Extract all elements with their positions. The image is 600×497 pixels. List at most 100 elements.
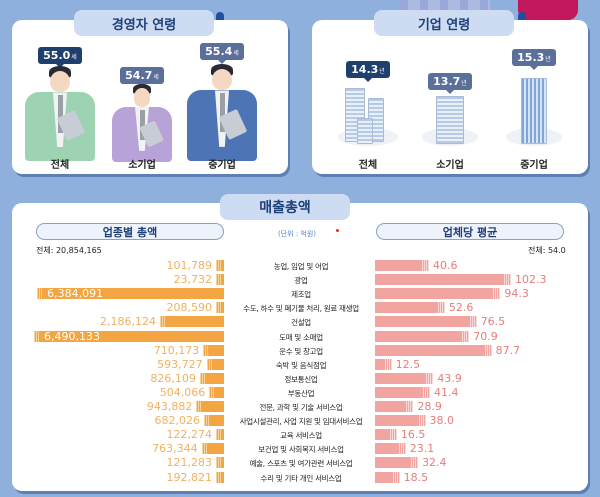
bar-cap [196, 401, 203, 412]
total-bar [216, 471, 224, 483]
unit-note: (단위 : 억원) [278, 230, 317, 238]
bar-cap [201, 443, 208, 455]
chart-row: 101,789 농업, 임업 및 어업 40.6 [0, 258, 600, 272]
total-value: 826,109 [150, 371, 196, 385]
average-value: 38.0 [429, 414, 455, 428]
businessman-icon [112, 84, 172, 162]
value-badge: 15.3년 [512, 49, 556, 70]
category-label: 사업시설관리, 사업 지원 및 임대서비스업 [239, 417, 363, 427]
value-badge: 14.3년 [346, 61, 390, 82]
bar-cap [216, 260, 222, 271]
category-label: 전체 [50, 160, 70, 171]
average-bar [375, 288, 501, 300]
average-value: 70.9 [473, 329, 498, 343]
total-bar [204, 415, 224, 427]
chart-row: 2,186,124 건설업 76.5 [0, 314, 600, 328]
category-label: 전체 [358, 160, 378, 171]
right-total: 전체: 54.0 [528, 246, 566, 255]
decoration-dot [518, 12, 526, 22]
total-value: 192,821 [166, 470, 213, 484]
bar-cap [37, 288, 44, 300]
category-label: 건설업 [291, 318, 311, 328]
owner-age-item: 55.0세 [20, 44, 100, 68]
average-bar [375, 330, 470, 342]
bar-cap [421, 260, 429, 271]
bar-cap [406, 401, 414, 412]
total-value: 6,490,133 [44, 329, 100, 343]
total-bar [199, 372, 224, 384]
bar-cap [216, 302, 222, 314]
average-value: 41.4 [434, 385, 459, 399]
bar-cap [462, 330, 470, 342]
average-bar [375, 274, 511, 286]
age-value: 54.7 [125, 69, 153, 82]
chart-row: 710,173 운수 및 창고업 87.7 [0, 343, 600, 357]
bar-cap [209, 386, 216, 398]
category-label: 제조업 [291, 290, 311, 300]
average-value: 102.3 [515, 273, 547, 287]
total-value: 121,283 [166, 456, 213, 470]
average-bar [375, 316, 477, 328]
category-label: 소기업 [436, 160, 464, 171]
bar-cap [216, 471, 222, 483]
category-label: 교육 서비스업 [280, 431, 322, 441]
left-section-title: 업종별 총액 [36, 223, 224, 240]
bar-cap [34, 330, 40, 342]
average-value: 12.5 [395, 357, 421, 371]
age-value: 15.3 [517, 51, 545, 64]
total-value: 6,384,091 [47, 287, 104, 301]
bar-cap [411, 457, 419, 469]
bar-cap [206, 358, 213, 370]
average-value: 23.1 [409, 442, 435, 456]
bar-cap [504, 274, 511, 286]
total-bar [203, 344, 224, 356]
total-value: 593,727 [157, 357, 203, 371]
total-bar [34, 330, 224, 342]
average-bar [375, 358, 392, 370]
value-badge: 13.7년 [428, 73, 472, 94]
average-value: 43.9 [437, 371, 462, 385]
total-bar [216, 302, 224, 314]
category-label: 광업 [294, 276, 308, 286]
company-age-item: 15.3년 [494, 46, 574, 70]
bar-cap [484, 344, 492, 356]
bar-cap [418, 415, 426, 427]
small-building-icon [436, 96, 464, 144]
total-value: 504,066 [159, 385, 206, 399]
category-label: 정보통신업 [284, 374, 318, 384]
age-value: 13.7 [433, 75, 461, 88]
chart-row: 122,274 교육 서비스업 16.5 [0, 427, 600, 441]
total-bar [216, 429, 224, 441]
bar-cap [389, 429, 397, 441]
total-value: 710,173 [153, 343, 200, 357]
average-bar [375, 260, 429, 271]
left-total: 전체: 20,854,165 [36, 246, 102, 255]
category-label: 도매 및 소매업 [279, 332, 323, 342]
total-bar [37, 288, 224, 300]
total-bar [216, 274, 224, 286]
chart-row: 763,344 보건업 및 사회복지 서비스업 23.1 [0, 441, 600, 455]
total-bar [160, 316, 224, 328]
bar-cap [216, 457, 222, 469]
company-age-title: 기업 연령 [374, 10, 514, 36]
bar-cap [392, 471, 400, 483]
category-label: 수리 및 기타 개인 서비스업 [260, 473, 342, 483]
chart-row: 826,109 정보통신업 43.9 [0, 371, 600, 385]
average-bar [375, 429, 397, 441]
chart-row: 682,026 사업시설관리, 사업 지원 및 임대서비스업 38.0 [0, 413, 600, 427]
bar-cap [160, 316, 167, 328]
average-value: 87.7 [495, 343, 521, 357]
average-value: 94.3 [504, 287, 529, 301]
category-label: 소기업 [128, 160, 156, 171]
bar-cap [493, 288, 501, 300]
company-age-item: 14.3년 [328, 58, 408, 82]
category-label: 농업, 임업 및 어업 [273, 262, 329, 271]
value-badge: 55.0세 [38, 47, 82, 68]
total-bar [216, 260, 224, 271]
background-decoration [518, 0, 578, 20]
owner-age-item: 55.4세 [182, 40, 262, 64]
average-bar [375, 344, 492, 356]
businessman-icon [187, 64, 257, 161]
total-bar [196, 401, 224, 412]
decoration-dot [336, 229, 339, 232]
